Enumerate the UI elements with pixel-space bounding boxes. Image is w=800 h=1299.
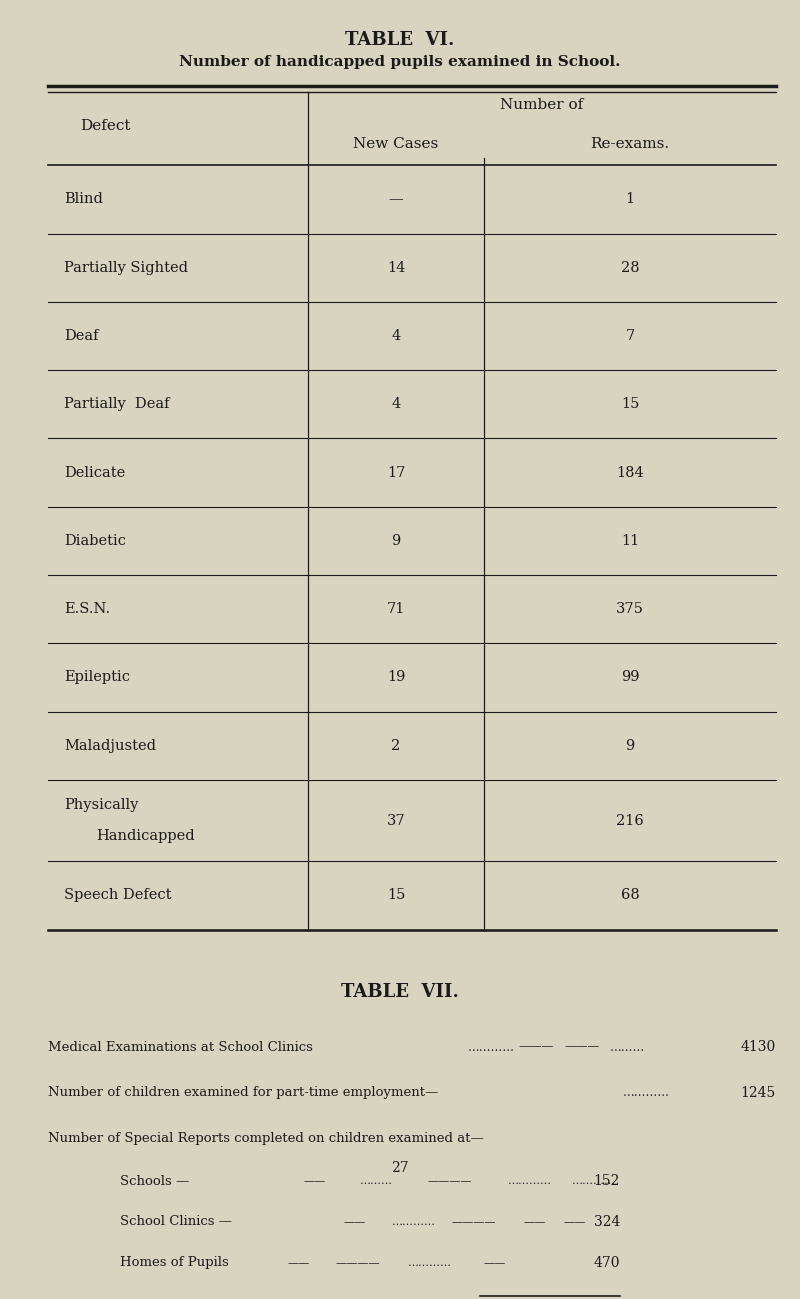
Text: 216: 216 — [616, 813, 644, 827]
Text: 15: 15 — [621, 397, 639, 412]
Text: School Clinics —: School Clinics — — [120, 1216, 232, 1229]
Text: 1: 1 — [626, 192, 634, 207]
Text: Number of children examined for part-time employment—: Number of children examined for part-tim… — [48, 1086, 438, 1099]
Text: Physically: Physically — [64, 798, 138, 812]
Text: 14: 14 — [387, 261, 405, 275]
Text: 324: 324 — [594, 1215, 620, 1229]
Text: Homes of Pupils: Homes of Pupils — [120, 1256, 229, 1269]
Text: 4: 4 — [391, 397, 401, 412]
Text: Blind: Blind — [64, 192, 103, 207]
Text: 68: 68 — [621, 889, 639, 903]
Text: ………: ……… — [610, 1040, 645, 1053]
Text: E.S.N.: E.S.N. — [64, 603, 110, 616]
Text: Schools —: Schools — — [120, 1174, 190, 1187]
Text: …………: ………… — [468, 1040, 515, 1053]
Text: ——: —— — [524, 1217, 546, 1228]
Text: ———: ——— — [564, 1040, 599, 1053]
Text: 27: 27 — [391, 1161, 409, 1176]
Text: 375: 375 — [616, 603, 644, 616]
Text: Number of: Number of — [500, 99, 584, 113]
Text: 17: 17 — [387, 465, 405, 479]
Text: 4: 4 — [391, 329, 401, 343]
Text: TABLE  VII.: TABLE VII. — [341, 983, 459, 1002]
Text: 7: 7 — [626, 329, 634, 343]
Text: ——: —— — [564, 1217, 586, 1228]
Text: 99: 99 — [621, 670, 639, 685]
Text: 9: 9 — [626, 739, 634, 752]
Text: 1245: 1245 — [741, 1086, 776, 1099]
Text: ——: —— — [304, 1176, 326, 1186]
Text: 19: 19 — [387, 670, 405, 685]
Text: Speech Defect: Speech Defect — [64, 889, 171, 903]
Text: ………: ……… — [360, 1176, 393, 1186]
Text: 470: 470 — [594, 1256, 620, 1269]
Text: 71: 71 — [387, 603, 405, 616]
Text: Defect: Defect — [80, 118, 130, 132]
Text: …………: ………… — [392, 1217, 436, 1228]
Text: Partially Sighted: Partially Sighted — [64, 261, 188, 275]
Text: Number of Special Reports completed on children examined at—: Number of Special Reports completed on c… — [48, 1131, 484, 1144]
Text: 37: 37 — [386, 813, 406, 827]
Text: …………: ………… — [408, 1257, 452, 1268]
Text: …………: ………… — [572, 1176, 616, 1186]
Text: Delicate: Delicate — [64, 465, 126, 479]
Text: ———: ——— — [518, 1040, 554, 1053]
Text: 184: 184 — [616, 465, 644, 479]
Text: Diabetic: Diabetic — [64, 534, 126, 548]
Text: ————: ———— — [452, 1217, 497, 1228]
Text: Number of handicapped pupils examined in School.: Number of handicapped pupils examined in… — [179, 56, 621, 69]
Text: 4130: 4130 — [741, 1040, 776, 1053]
Text: New Cases: New Cases — [354, 136, 438, 151]
Text: ——: —— — [484, 1257, 506, 1268]
Text: Handicapped: Handicapped — [96, 829, 194, 843]
Text: Epileptic: Epileptic — [64, 670, 130, 685]
Text: ————: ———— — [336, 1257, 381, 1268]
Text: Re-exams.: Re-exams. — [590, 136, 670, 151]
Text: …………: ………… — [622, 1086, 670, 1099]
Text: Maladjusted: Maladjusted — [64, 739, 156, 752]
Text: TABLE  VI.: TABLE VI. — [346, 31, 454, 48]
Text: 11: 11 — [621, 534, 639, 548]
Text: …………: ………… — [508, 1176, 552, 1186]
Text: Medical Examinations at School Clinics: Medical Examinations at School Clinics — [48, 1040, 313, 1053]
Text: 15: 15 — [387, 889, 405, 903]
Text: ————: ———— — [428, 1176, 473, 1186]
Text: 2: 2 — [391, 739, 401, 752]
Text: Deaf: Deaf — [64, 329, 98, 343]
Text: —: — — [389, 192, 403, 207]
Text: 9: 9 — [391, 534, 401, 548]
Text: Partially  Deaf: Partially Deaf — [64, 397, 170, 412]
Text: ——: —— — [344, 1217, 366, 1228]
Text: ——: —— — [288, 1257, 310, 1268]
Text: 28: 28 — [621, 261, 639, 275]
Text: 152: 152 — [594, 1174, 620, 1189]
